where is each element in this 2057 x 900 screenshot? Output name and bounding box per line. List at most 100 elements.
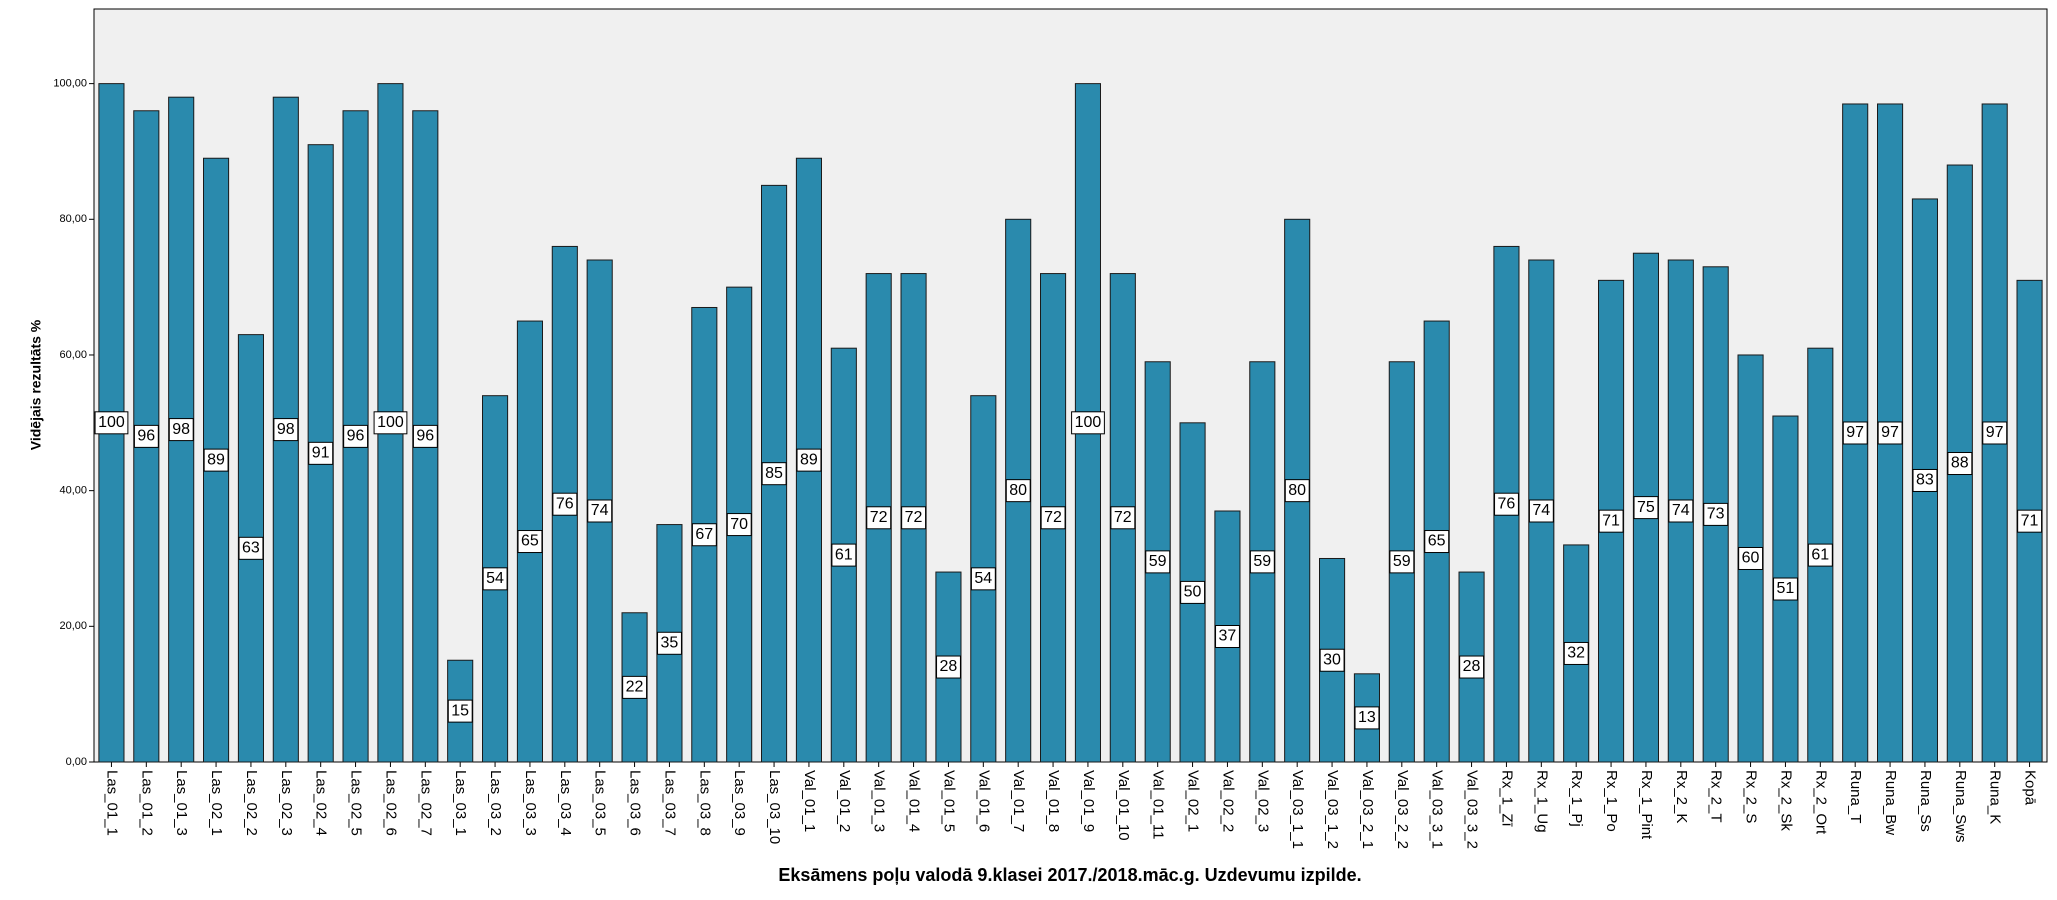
value-label: 65 bbox=[1428, 533, 1446, 550]
value-label: 59 bbox=[1253, 553, 1271, 570]
value-label-box bbox=[1071, 411, 1105, 435]
value-label: 37 bbox=[1219, 628, 1237, 645]
value-label: 97 bbox=[1986, 424, 2004, 441]
value-label: 73 bbox=[1707, 506, 1725, 523]
value-label-box bbox=[1912, 468, 1938, 492]
value-label-box bbox=[1424, 530, 1450, 554]
value-label-box bbox=[587, 499, 613, 523]
x-tick-label: Rx_2_Ort bbox=[1812, 770, 1829, 835]
value-label: 98 bbox=[277, 421, 295, 438]
value-label-box bbox=[552, 492, 578, 516]
value-label-box bbox=[94, 411, 129, 435]
value-label-box bbox=[273, 418, 299, 442]
x-tick-label: Kopā bbox=[2022, 770, 2039, 806]
value-label-box bbox=[1354, 706, 1380, 730]
x-tick-label: Val_02_2 bbox=[1219, 770, 1236, 832]
x-tick-label: Rx_2_T bbox=[1708, 770, 1725, 823]
value-label: 72 bbox=[1044, 509, 1062, 526]
x-tick-label: Las_02_1 bbox=[208, 770, 225, 836]
x-tick-label: Val_01_11 bbox=[1150, 770, 1167, 840]
value-label: 72 bbox=[870, 509, 888, 526]
value-label-box bbox=[1633, 496, 1659, 520]
value-label-box bbox=[1110, 506, 1136, 530]
value-label: 100 bbox=[377, 414, 404, 431]
x-tick-label: Val_01_1 bbox=[801, 770, 818, 832]
value-label: 60 bbox=[1742, 550, 1760, 567]
x-tick-label: Las_03_7 bbox=[661, 770, 678, 836]
value-label-box bbox=[1703, 502, 1729, 526]
value-label: 61 bbox=[1811, 546, 1829, 563]
value-label-box bbox=[901, 506, 927, 530]
x-tick-label: Runa_Sws bbox=[1952, 770, 1969, 843]
value-label-box bbox=[133, 424, 159, 448]
value-label: 96 bbox=[347, 428, 365, 445]
value-label-box bbox=[1284, 479, 1310, 503]
x-tick-label: Las_03_9 bbox=[731, 770, 748, 836]
x-tick-label: Val_01_3 bbox=[871, 770, 888, 832]
value-label-box bbox=[373, 411, 408, 435]
value-label: 59 bbox=[1149, 553, 1167, 570]
x-tick-label: Rx_2_K bbox=[1673, 770, 1690, 823]
value-label-box bbox=[238, 536, 264, 560]
value-label-box bbox=[622, 675, 648, 699]
value-label-box bbox=[1040, 506, 1066, 530]
value-label: 67 bbox=[695, 526, 713, 543]
x-tick-label: Rx_1_Pj bbox=[1568, 770, 1585, 827]
value-label-box bbox=[1319, 648, 1345, 672]
x-tick-label: Las_01_3 bbox=[173, 770, 190, 836]
value-label: 98 bbox=[172, 421, 190, 438]
value-label: 61 bbox=[835, 546, 853, 563]
value-label: 74 bbox=[1672, 502, 1690, 519]
value-label: 28 bbox=[940, 658, 958, 675]
value-label-box bbox=[726, 513, 752, 537]
x-tick-label: Las_03_4 bbox=[557, 770, 574, 836]
x-tick-label: Las_03_5 bbox=[592, 770, 609, 836]
value-label: 100 bbox=[1075, 414, 1102, 431]
x-tick-label: Val_03_2_1 bbox=[1359, 770, 1376, 849]
value-label-box bbox=[1738, 546, 1764, 570]
x-tick-label: Rx_1_Zī bbox=[1498, 770, 1515, 828]
value-label-box bbox=[1528, 499, 1554, 523]
x-axis-title: Eksāmens poļu valodā 9.klasei 2017./2018… bbox=[778, 865, 1361, 885]
x-tick-label: Val_03_1_1 bbox=[1289, 770, 1306, 849]
value-label-box bbox=[447, 699, 473, 723]
value-label: 96 bbox=[416, 428, 434, 445]
value-label-box bbox=[831, 543, 857, 567]
value-label: 91 bbox=[312, 445, 330, 462]
x-tick-label: Las_02_2 bbox=[243, 770, 260, 836]
value-label: 74 bbox=[591, 502, 609, 519]
value-label-box bbox=[517, 530, 543, 554]
value-label: 30 bbox=[1323, 651, 1341, 668]
y-axis-title: Vidējais rezultāts % bbox=[28, 319, 44, 450]
value-label-box bbox=[482, 567, 508, 591]
x-tick-label: Las_01_1 bbox=[103, 770, 120, 836]
x-tick-label: Val_01_10 bbox=[1115, 770, 1132, 841]
x-tick-label: Val_01_5 bbox=[940, 770, 957, 832]
x-tick-label: Rx_2_Sk bbox=[1777, 770, 1794, 831]
value-label: 97 bbox=[1881, 424, 1899, 441]
x-tick-label: Las_03_2 bbox=[487, 770, 504, 836]
x-tick-label: Val_02_3 bbox=[1254, 770, 1271, 832]
value-label: 85 bbox=[765, 465, 783, 482]
value-label: 71 bbox=[1602, 512, 1620, 529]
value-label: 80 bbox=[1288, 482, 1306, 499]
value-label-box bbox=[1459, 655, 1485, 679]
value-label-box bbox=[691, 523, 717, 547]
value-label-box bbox=[1807, 543, 1833, 567]
value-label: 83 bbox=[1916, 472, 1934, 489]
value-label-box bbox=[657, 631, 682, 655]
x-tick-label: Val_02_1 bbox=[1185, 770, 1202, 832]
x-tick-label: Las_02_5 bbox=[348, 770, 365, 836]
x-tick-label: Runa_Ss bbox=[1917, 770, 1934, 832]
value-label-box bbox=[1668, 499, 1694, 523]
value-label-box bbox=[1842, 421, 1868, 445]
x-tick-label: Val_03_3_2 bbox=[1464, 770, 1481, 849]
value-label: 74 bbox=[1532, 502, 1550, 519]
value-label: 89 bbox=[800, 451, 818, 468]
value-label-box bbox=[970, 567, 996, 591]
value-label: 22 bbox=[626, 679, 644, 696]
value-label-box bbox=[1005, 479, 1031, 503]
value-label-box bbox=[866, 506, 892, 530]
value-label-box bbox=[308, 441, 334, 465]
x-tick-label: Val_01_9 bbox=[1080, 770, 1097, 832]
